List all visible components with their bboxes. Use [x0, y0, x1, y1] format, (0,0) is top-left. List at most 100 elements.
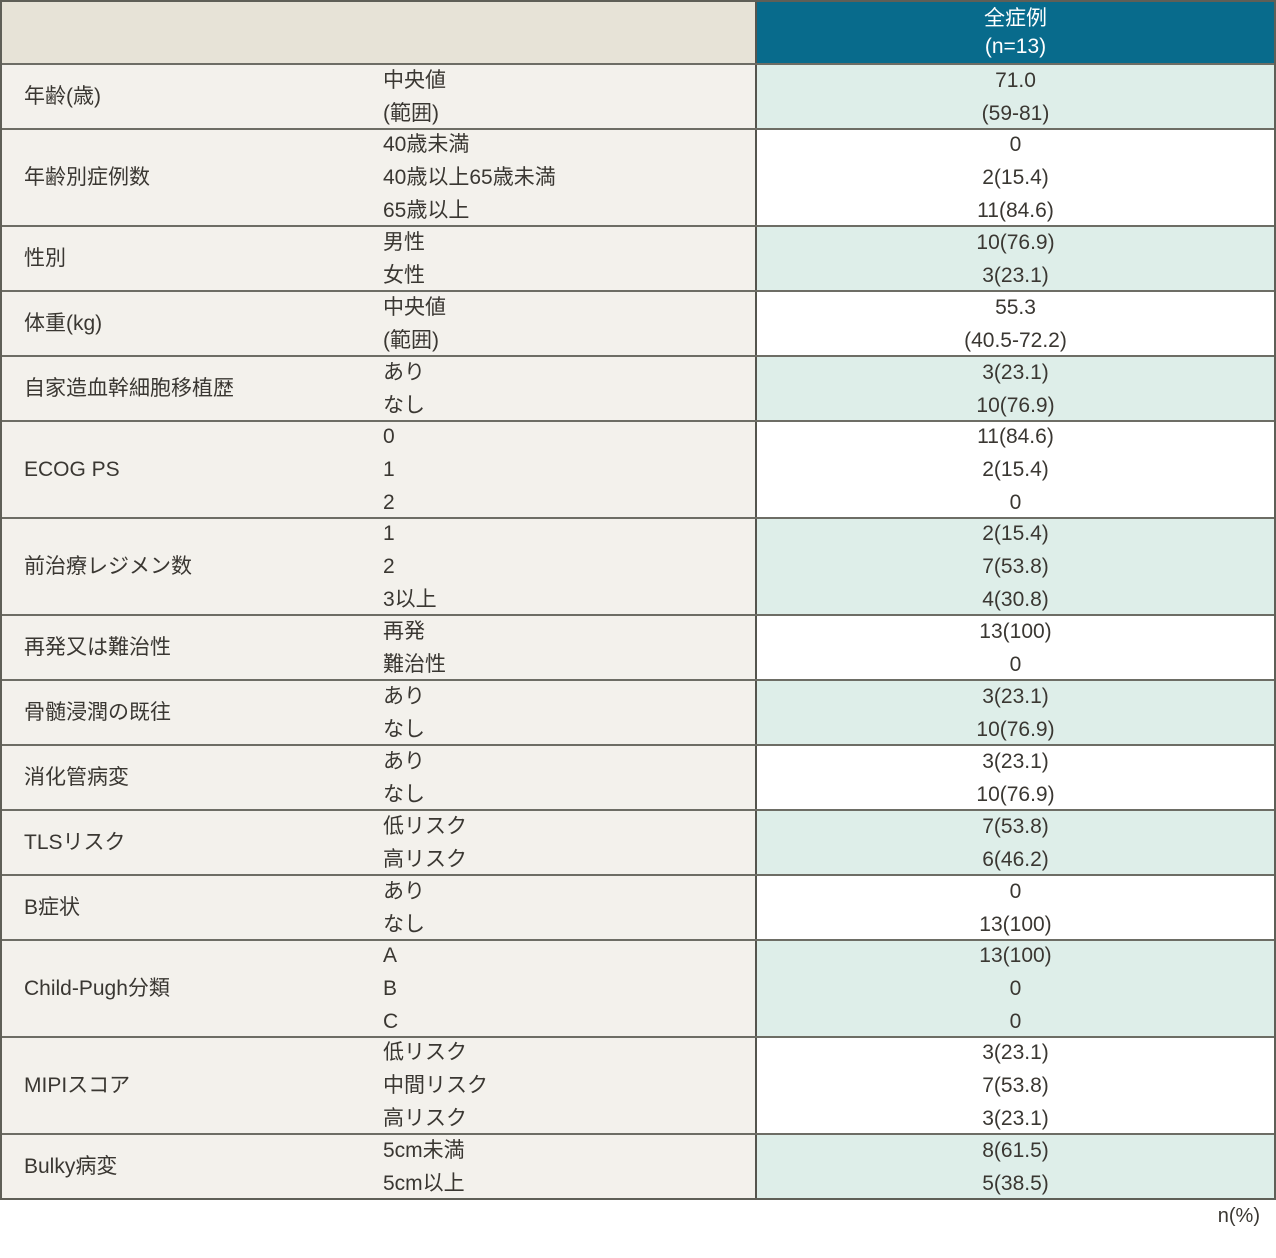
- row-values: 10(76.9) 3(23.1): [755, 227, 1274, 290]
- row-values: 0 13(100): [755, 876, 1274, 939]
- row-value: 7(53.8): [982, 814, 1049, 838]
- row-value: 10(76.9): [976, 717, 1055, 741]
- row-left: 体重(kg) 中央値 (範囲): [2, 292, 755, 355]
- row-values: 13(100) 0 0: [755, 941, 1274, 1036]
- header-empty-cell: [2, 2, 755, 63]
- row-left: 性別 男性 女性: [2, 227, 755, 290]
- table-row-b-symptoms: B症状 あり なし 0 13(100): [2, 874, 1274, 939]
- row-value: 10(76.9): [976, 782, 1055, 806]
- row-sublabels: あり なし: [383, 746, 755, 809]
- row-left: MIPIスコア 低リスク 中間リスク 高リスク: [2, 1038, 755, 1133]
- row-sublabel: 5cm以上: [383, 1171, 465, 1195]
- row-sublabel: 40歳未満: [383, 133, 470, 156]
- row-sublabels: 再発 難治性: [383, 616, 755, 679]
- row-left: 前治療レジメン数 1 2 3以上: [2, 519, 755, 614]
- row-sublabel: 女性: [383, 263, 425, 287]
- row-values: 55.3 (40.5-72.2): [755, 292, 1274, 355]
- row-value: 0: [1009, 491, 1022, 514]
- row-category: 性別: [24, 246, 66, 270]
- row-left: ECOG PS 0 1 2: [2, 422, 755, 517]
- row-values: 13(100) 0: [755, 616, 1274, 679]
- row-value: 3(23.1): [982, 263, 1049, 287]
- row-sublabel: A: [383, 944, 398, 967]
- row-sublabel: あり: [383, 360, 425, 384]
- row-category: MIPIスコア: [24, 1073, 131, 1097]
- row-sublabel: 2: [383, 555, 395, 578]
- row-sublabel: 高リスク: [383, 847, 467, 871]
- table-row-age-groups: 年齢別症例数 40歳未満 40歳以上65歳未満 65歳以上 0 2(15.4) …: [2, 128, 1274, 225]
- row-category: 再発又は難治性: [24, 635, 171, 659]
- row-sublabel: あり: [383, 684, 425, 708]
- row-value: 71.0: [995, 68, 1036, 92]
- row-category: 年齢(歳): [24, 84, 101, 108]
- row-value: 13(100): [979, 619, 1052, 643]
- row-sublabels: 男性 女性: [383, 227, 755, 290]
- row-value: 2(15.4): [982, 458, 1049, 481]
- column-header-all-patients: 全症例 (n=13): [755, 2, 1274, 63]
- table-row-age: 年齢(歳) 中央値 (範囲) 71.0 (59-81): [2, 63, 1274, 128]
- table-row-auto-sct-history: 自家造血幹細胞移植歴 あり なし 3(23.1) 10(76.9): [2, 355, 1274, 420]
- table-row-tls-risk: TLSリスク 低リスク 高リスク 7(53.8) 6(46.2): [2, 809, 1274, 874]
- row-sublabel: 高リスク: [383, 1107, 467, 1130]
- row-value: 2(15.4): [982, 166, 1049, 189]
- row-sublabel: 男性: [383, 230, 425, 254]
- row-sublabel: C: [383, 1010, 399, 1033]
- row-value: 6(46.2): [982, 847, 1049, 871]
- row-values: 3(23.1) 10(76.9): [755, 681, 1274, 744]
- row-sublabel: 0: [383, 425, 395, 448]
- row-sublabel: (範囲): [383, 101, 439, 125]
- row-value: 3(23.1): [982, 1041, 1049, 1064]
- row-value: 0: [1009, 977, 1022, 1000]
- row-sublabel: 1: [383, 458, 395, 481]
- row-sublabels: あり なし: [383, 357, 755, 420]
- row-category: 体重(kg): [24, 311, 103, 335]
- row-sublabel: なし: [383, 912, 425, 936]
- row-value: 8(61.5): [982, 1138, 1049, 1162]
- table-row-sex: 性別 男性 女性 10(76.9) 3(23.1): [2, 225, 1274, 290]
- row-category: ECOG PS: [24, 457, 120, 481]
- row-value: (59-81): [981, 101, 1050, 125]
- table-row-child-pugh: Child-Pugh分類 A B C 13(100) 0 0: [2, 939, 1274, 1036]
- row-sublabel: 5cm未満: [383, 1138, 465, 1162]
- row-sublabel: 中央値: [383, 295, 446, 319]
- row-sublabels: あり なし: [383, 681, 755, 744]
- table-row-gi-lesion: 消化管病変 あり なし 3(23.1) 10(76.9): [2, 744, 1274, 809]
- row-value: 0: [1009, 133, 1022, 156]
- row-value: 0: [1009, 1010, 1022, 1033]
- row-value: 2(15.4): [982, 522, 1049, 545]
- column-header-line2: (n=13): [984, 34, 1047, 58]
- table-row-mipi-score: MIPIスコア 低リスク 中間リスク 高リスク 3(23.1) 7(53.8) …: [2, 1036, 1274, 1133]
- row-value: 3(23.1): [982, 1107, 1049, 1130]
- row-values: 8(61.5) 5(38.5): [755, 1135, 1274, 1198]
- row-values: 7(53.8) 6(46.2): [755, 811, 1274, 874]
- row-category: Child-Pugh分類: [24, 976, 170, 1000]
- table-row-bulky-disease: Bulky病変 5cm未満 5cm以上 8(61.5) 5(38.5): [2, 1133, 1274, 1198]
- row-values: 71.0 (59-81): [755, 65, 1274, 128]
- row-left: 自家造血幹細胞移植歴 あり なし: [2, 357, 755, 420]
- row-sublabel: 1: [383, 522, 395, 545]
- row-values: 2(15.4) 7(53.8) 4(30.8): [755, 519, 1274, 614]
- row-value: 13(100): [979, 944, 1052, 967]
- row-left: Child-Pugh分類 A B C: [2, 941, 755, 1036]
- row-values: 3(23.1) 10(76.9): [755, 357, 1274, 420]
- table-row-prior-regimens: 前治療レジメン数 1 2 3以上 2(15.4) 7(53.8) 4(30.8): [2, 517, 1274, 614]
- row-value: 11(84.6): [977, 199, 1054, 222]
- row-category: 自家造血幹細胞移植歴: [24, 376, 234, 400]
- row-value: 10(76.9): [976, 393, 1055, 417]
- row-category: TLSリスク: [24, 830, 126, 854]
- row-sublabel: なし: [383, 717, 425, 741]
- row-sublabel: なし: [383, 782, 425, 806]
- row-values: 3(23.1) 7(53.8) 3(23.1): [755, 1038, 1274, 1133]
- row-category: 骨髄浸潤の既往: [24, 700, 171, 724]
- row-value: 11(84.6): [977, 425, 1054, 448]
- row-sublabels: 低リスク 中間リスク 高リスク: [383, 1038, 755, 1133]
- row-sublabel: 中間リスク: [383, 1074, 488, 1097]
- row-sublabel: あり: [383, 749, 425, 773]
- row-left: Bulky病変 5cm未満 5cm以上: [2, 1135, 755, 1198]
- row-sublabel: 中央値: [383, 68, 446, 92]
- row-category: 年齢別症例数: [24, 165, 150, 189]
- row-value: 7(53.8): [982, 555, 1049, 578]
- row-sublabel: 65歳以上: [383, 199, 470, 222]
- row-value: 10(76.9): [976, 230, 1055, 254]
